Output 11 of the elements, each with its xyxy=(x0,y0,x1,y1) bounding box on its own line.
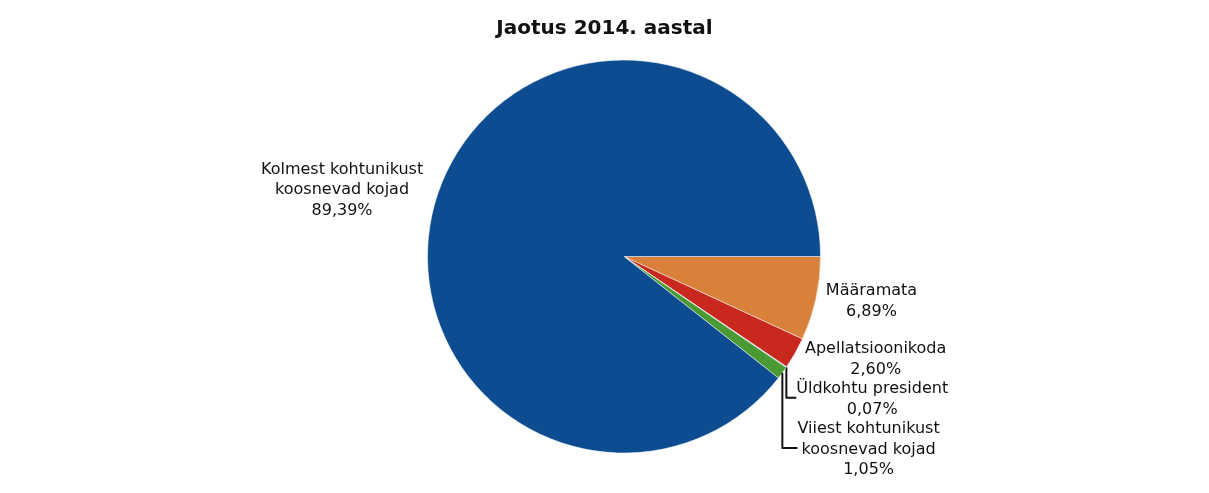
data-label: 89,39% xyxy=(311,200,373,220)
slice-label: Kolmest kohtunikust koosnevad kojad xyxy=(260,158,424,199)
slice-label: Üldkohtu president xyxy=(796,377,949,397)
slice-label: Määramata xyxy=(825,279,918,299)
data-label: 6,89% xyxy=(846,300,897,320)
data-label: 0,07% xyxy=(846,398,898,418)
data-label: 1,05% xyxy=(843,459,894,479)
slice-label: Apellatsioonikoda xyxy=(805,338,947,358)
chart-title: Jaotus 2014. aastal xyxy=(494,14,713,39)
data-label: 2,60% xyxy=(850,358,902,378)
slice-label: Viiest kohtunikust koosnevad kojad xyxy=(797,417,940,458)
